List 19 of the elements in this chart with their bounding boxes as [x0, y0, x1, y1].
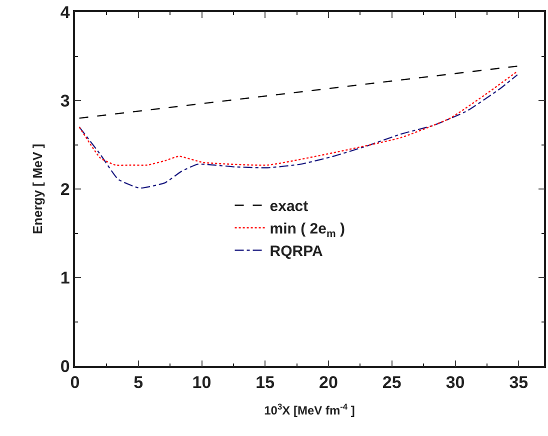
x-tick-label: 35	[509, 373, 528, 392]
x-tick-label: 30	[446, 373, 465, 392]
y-tick-label: 3	[60, 91, 70, 110]
x-tick-label: 25	[382, 373, 402, 392]
x-tick-label: 15	[256, 373, 275, 392]
y-tick-label: 4	[60, 2, 70, 22]
legend-label: exact	[270, 198, 308, 216]
x-tick-label: 20	[319, 373, 338, 392]
line-series	[78, 70, 518, 166]
x-tick-label: 10	[192, 373, 212, 392]
legend-label: min ( 2e$_{m}$ )	[270, 220, 345, 240]
x-tick-label: 5	[134, 373, 144, 392]
y-tick-label: 0	[60, 356, 70, 376]
y-tick-label: 2	[60, 180, 70, 199]
x-axis-title: 10$^{3}$X [MeV fm$^{-4}$ ]	[264, 402, 355, 418]
legend-label: RQRPA	[270, 243, 323, 260]
y-tick-label: 1	[60, 268, 70, 288]
y-axis-title: Energy [ MeV ]	[30, 144, 45, 234]
line-series	[78, 74, 518, 189]
